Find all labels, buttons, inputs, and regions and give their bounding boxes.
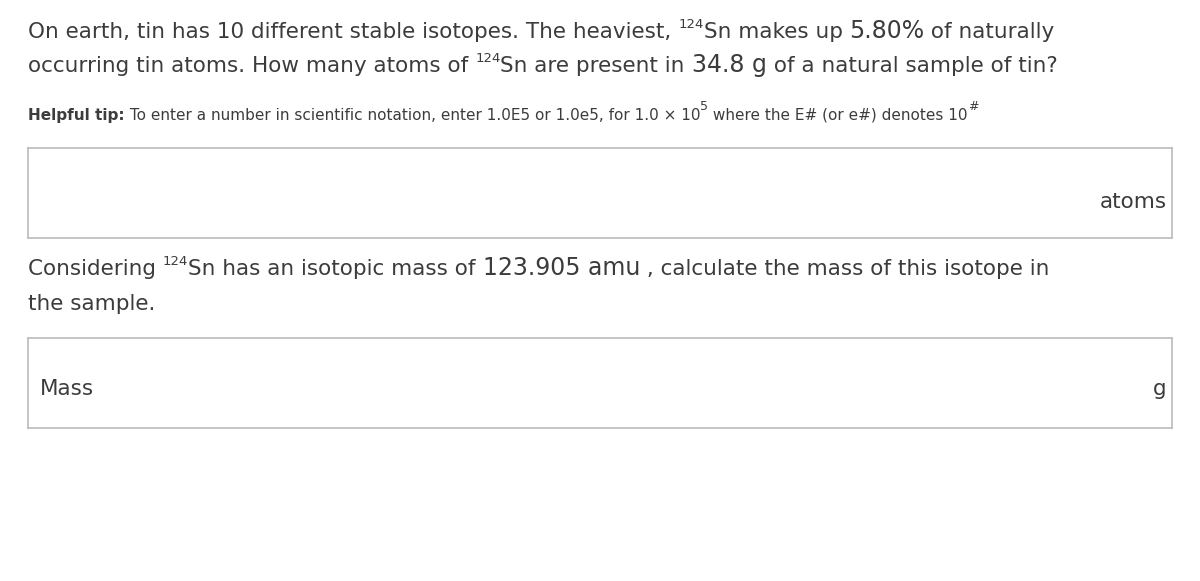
Text: of a natural sample of tin?: of a natural sample of tin? <box>767 56 1057 76</box>
Text: atoms: atoms <box>1100 192 1166 212</box>
Text: Sn are present in: Sn are present in <box>500 56 691 76</box>
Text: g: g <box>1153 379 1166 399</box>
Text: 5.80%: 5.80% <box>850 19 924 43</box>
Text: #: # <box>967 100 978 113</box>
Text: Sn has an isotopic mass of: Sn has an isotopic mass of <box>188 259 482 279</box>
Text: 124: 124 <box>163 255 188 268</box>
Text: 124: 124 <box>678 18 703 31</box>
Text: 123.905 amu: 123.905 amu <box>482 256 640 280</box>
Text: To enter a number in scientific notation, enter 1.0E5 or 1.0e5, for 1.0 × 10: To enter a number in scientific notation… <box>125 108 700 123</box>
Text: Considering: Considering <box>28 259 163 279</box>
Text: Helpful tip:: Helpful tip: <box>28 108 125 123</box>
Text: where the E# (or e#) denotes 10: where the E# (or e#) denotes 10 <box>708 108 967 123</box>
Text: , calculate the mass of this isotope in: , calculate the mass of this isotope in <box>640 259 1049 279</box>
Text: On earth, tin has 10 different stable isotopes. The heaviest,: On earth, tin has 10 different stable is… <box>28 22 678 42</box>
Text: 5: 5 <box>700 100 708 113</box>
Text: Mass: Mass <box>40 379 94 399</box>
Text: occurring tin atoms. How many atoms of: occurring tin atoms. How many atoms of <box>28 56 475 76</box>
Text: of naturally: of naturally <box>924 22 1055 42</box>
Text: the sample.: the sample. <box>28 294 155 314</box>
Text: Sn makes up: Sn makes up <box>703 22 850 42</box>
Text: 34.8 g: 34.8 g <box>691 53 767 77</box>
Text: 124: 124 <box>475 52 500 65</box>
